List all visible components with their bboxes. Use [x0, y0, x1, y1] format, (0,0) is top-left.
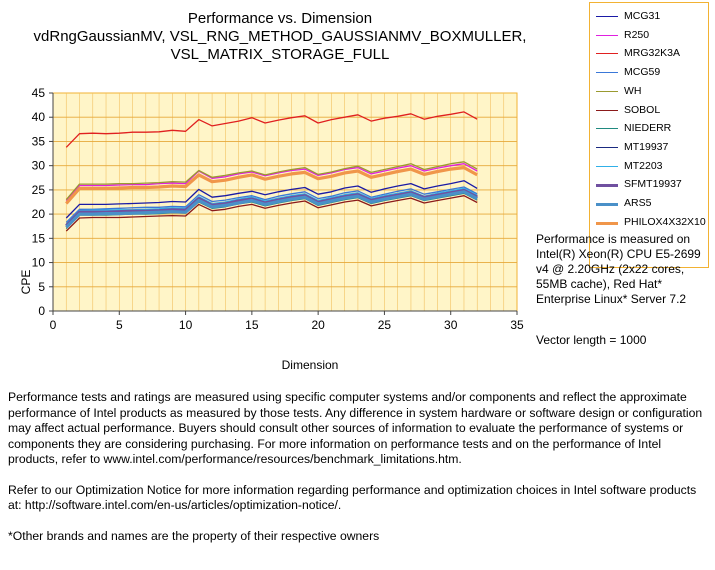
legend-item-ars5: ARS5 — [594, 195, 706, 213]
legend-item-mcg31: MCG31 — [594, 8, 706, 26]
legend-label: MT19937 — [624, 140, 669, 153]
legend-label: ARS5 — [624, 197, 652, 209]
y-tick-label: 15 — [32, 231, 46, 245]
y-tick-label: 10 — [32, 256, 46, 270]
x-tick-label: 15 — [245, 318, 259, 332]
legend-swatch — [596, 146, 618, 148]
legend-item-mt19937: MT19937 — [594, 139, 706, 157]
legend-swatch — [596, 221, 618, 225]
x-tick-label: 10 — [179, 318, 193, 332]
legend-label: MCG31 — [624, 10, 661, 22]
legend-item-philox4x32x10: PHILOX4X32X10 — [594, 214, 706, 232]
chart-title-line-3: VSL_MATRIX_STORAGE_FULL — [170, 46, 390, 63]
series-line-mrg32k3a — [65, 111, 478, 148]
legend-swatch — [596, 109, 618, 111]
y-tick-label: 45 — [32, 86, 46, 100]
legend-swatch — [596, 16, 618, 17]
trademark-text: *Other brands and names are the property… — [8, 528, 380, 543]
vector-length-note: Vector length = 1000 — [536, 333, 647, 347]
x-tick-label: 30 — [444, 318, 458, 332]
x-axis-label: Dimension — [282, 358, 339, 372]
legend: MCG31 R250 MRG32K3A MCG59 WH SOBOL NIEDERR MT19… — [589, 2, 709, 268]
legend-label: MT2203 — [624, 159, 663, 172]
x-tick-label: 5 — [116, 318, 123, 332]
series-line-mcg31 — [65, 180, 478, 219]
legend-label: R250 — [624, 28, 650, 41]
y-axis-label: CPE — [19, 270, 33, 295]
legend-swatch — [596, 165, 618, 167]
legend-swatch — [596, 128, 618, 130]
x-tick-label: 35 — [510, 318, 524, 332]
legend-label: SFMT19937 — [624, 178, 682, 191]
y-tick-label: 40 — [32, 110, 46, 124]
footer: Performance tests and ratings are measur… — [8, 390, 708, 559]
legend-item-mcg59: MCG59 — [594, 64, 706, 82]
series-line-sobol — [65, 195, 478, 232]
legend-item-r250: R250 — [594, 27, 706, 45]
series-group — [65, 111, 478, 232]
x-tick-label: 25 — [378, 318, 392, 332]
legend-label: NIEDERR — [624, 122, 672, 135]
legend-label: SOBOL — [624, 103, 661, 116]
legend-item-niederr: NIEDERR — [594, 120, 706, 138]
optimization-notice-text: Refer to our Optimization Notice for mor… — [8, 482, 697, 513]
legend-swatch — [596, 203, 618, 206]
y-tick-label: 20 — [32, 207, 46, 221]
x-tick-label: 0 — [50, 318, 57, 332]
y-tick-label: 30 — [32, 159, 46, 173]
legend-swatch — [596, 90, 618, 92]
y-tick-label: 0 — [38, 304, 45, 318]
line-chart: 0 5 10 15 20 25 30 35 40 45 0 5 10 15 20 25 30 35 CPE Dim… — [19, 86, 524, 372]
y-tick-label: 25 — [32, 183, 46, 197]
legend-swatch — [596, 34, 618, 36]
series-line-mcg59 — [65, 186, 478, 223]
disclaimer-text: Performance tests and ratings are measur… — [8, 390, 703, 466]
chart-title-line-1: Performance vs. Dimension — [187, 10, 373, 27]
series-line-r250 — [65, 163, 478, 201]
y-tick-label: 35 — [32, 134, 46, 148]
legend-swatch — [596, 53, 618, 55]
series-line-philox4x32x10 — [65, 166, 478, 205]
legend-swatch — [596, 72, 618, 74]
legend-item-sobol: SOBOL — [594, 102, 706, 120]
legend-item-wh: WH — [594, 83, 706, 101]
performance-note: Performance is measured on Intel(R) Xeon… — [536, 232, 701, 306]
series-line-wh — [65, 161, 478, 201]
y-tick-label: 5 — [38, 280, 45, 294]
legend-label: WH — [624, 84, 642, 97]
series-line-ars5 — [65, 190, 478, 229]
legend-swatch — [596, 184, 618, 188]
axes: 0 5 10 15 20 25 30 35 40 45 0 5 10 15 20 25 30 35 — [32, 86, 524, 332]
legend-label: PHILOX4X32X10 — [624, 215, 706, 228]
x-tick-label: 20 — [311, 318, 325, 332]
chart-title-line-2: vdRngGaussianMV, VSL_RNG_METHOD_GAUSSIAN… — [33, 28, 527, 45]
legend-item-mrg32k3a: MRG32K3A — [594, 45, 706, 63]
legend-label: MRG32K3A — [624, 47, 681, 60]
legend-label: MCG59 — [624, 66, 661, 79]
legend-item-mt2203: MT2203 — [594, 158, 706, 176]
legend-item-sfmt19937: SFMT19937 — [594, 176, 706, 194]
